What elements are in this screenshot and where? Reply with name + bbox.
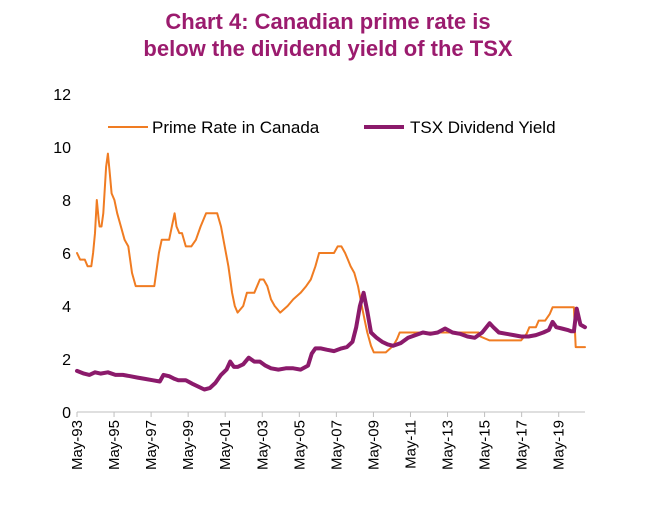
y-axis-ticks: 0 2 4 6 8 10 12 [53, 87, 71, 422]
x-tick-label: May-09 [365, 420, 382, 470]
x-tick-label: May-93 [69, 420, 86, 470]
y-tick-label: 2 [62, 352, 71, 369]
legend-label: TSX Dividend Yield [410, 118, 556, 137]
series-line-prime-rate [76, 152, 586, 354]
x-tick-label: May-97 [143, 420, 160, 470]
legend: Prime Rate in Canada TSX Dividend Yield [108, 118, 556, 137]
x-tick-label: May-03 [254, 420, 271, 470]
x-tick-label: May-13 [440, 420, 457, 470]
x-tick-label: May-19 [551, 420, 568, 470]
series-line-tsx-dividend-yield [75, 290, 587, 392]
legend-label: Prime Rate in Canada [152, 118, 320, 137]
x-tick-label: May-15 [477, 420, 494, 470]
y-tick-label: 4 [62, 299, 71, 316]
chart-title-line-1: Chart 4: Canadian prime rate is [165, 9, 491, 34]
x-tick-label: May-95 [106, 420, 123, 470]
x-tick-label: May-01 [217, 420, 234, 470]
x-axis-ticks: May-93 May-95 May-97 May-99 May-01 May-03 May-… [69, 412, 568, 470]
x-tick-label: May-05 [291, 420, 308, 470]
x-tick-label: May-07 [328, 420, 345, 470]
x-tick-label: May-17 [514, 420, 531, 470]
y-tick-label: 10 [53, 140, 71, 157]
series-layer [75, 152, 587, 392]
y-tick-label: 0 [62, 405, 71, 422]
y-tick-label: 8 [62, 193, 71, 210]
chart-title: Chart 4: Canadian prime rate is below th… [0, 8, 656, 62]
x-tick-label: May-11 [402, 420, 419, 469]
chart-title-line-2: below the dividend yield of the TSX [143, 36, 513, 61]
x-tick-label: May-99 [180, 420, 197, 470]
y-tick-label: 12 [53, 87, 71, 104]
y-tick-label: 6 [62, 246, 71, 263]
